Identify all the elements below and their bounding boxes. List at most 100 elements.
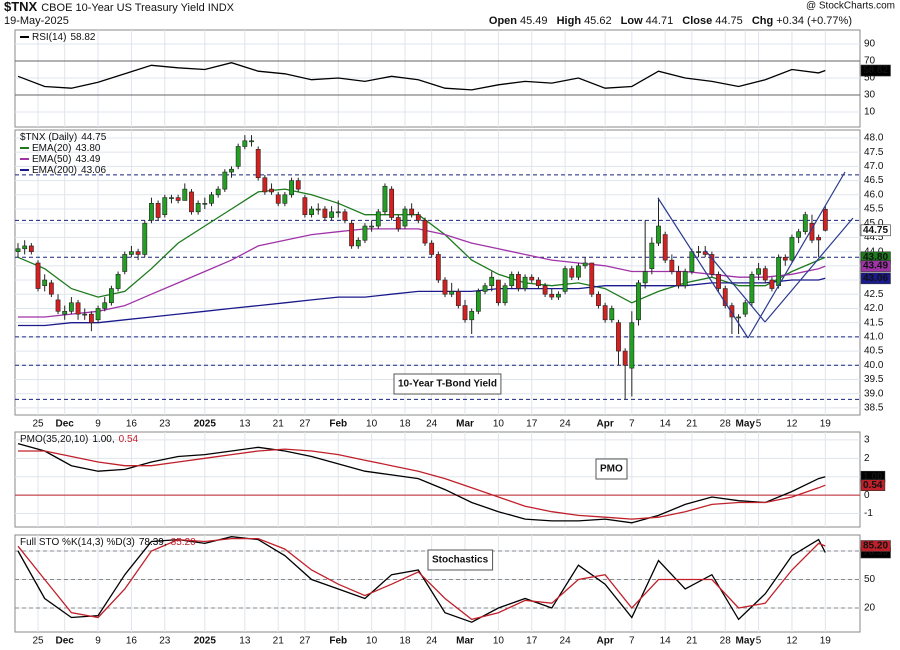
candle-body (135, 251, 141, 255)
candle-body (28, 245, 34, 252)
y-tick-label: 20 (864, 603, 876, 614)
candle-body (162, 197, 168, 215)
candle-body (235, 146, 241, 167)
y-tick-label: 50 (864, 73, 876, 84)
legend: $TNX (Daily) 44.75 (20, 132, 107, 143)
x-tick-label: 17 (526, 419, 538, 430)
candle-body (382, 185, 388, 213)
legend-value: 44.75 (81, 132, 106, 143)
candle-body (209, 194, 214, 204)
x-tick-label: 13 (239, 636, 251, 647)
series-line (17, 188, 826, 304)
last-value-label: 43.06 (863, 273, 888, 284)
y-tick-label: 50 (864, 574, 876, 585)
candle-body (495, 279, 501, 304)
series-line (18, 448, 826, 520)
quote-value: (+0.77%) (807, 15, 852, 27)
x-tick-label: 16 (126, 419, 138, 430)
candle-body (302, 197, 308, 215)
quote-value: 44.75 (715, 15, 743, 27)
y-tick-label: 40.5 (864, 346, 884, 357)
legend-title: PMO(35,20,10) (20, 434, 88, 445)
legend: PMO(35,20,10) 1.00, 0.54 (20, 434, 139, 445)
candle-body (669, 259, 675, 272)
header-quote: Open 45.49 High 45.62 Low 44.71 Close 44.75 … (489, 15, 852, 27)
quote-value: 45.49 (520, 15, 548, 27)
candle-body (449, 291, 455, 295)
candle-body (62, 310, 68, 315)
candle-body (269, 188, 274, 193)
candle-body (536, 279, 541, 287)
y-tick-label: 2 (864, 453, 870, 464)
legend-name: EMA(20) (32, 143, 71, 154)
trend-line (704, 249, 766, 323)
legend-name: EMA(50) (32, 154, 71, 165)
candle-body (789, 237, 795, 261)
series-line (17, 442, 826, 524)
legend-value: 43.06 (81, 165, 106, 176)
candle-body (409, 208, 415, 215)
candle-body (802, 214, 808, 233)
quote-label: Low (621, 15, 643, 27)
candle-body (295, 180, 301, 190)
annotation: 10-Year T-Bond Yield (398, 379, 497, 390)
candle-body (115, 274, 121, 289)
x-tick-label: 10 (493, 419, 505, 430)
y-tick-label: 30 (864, 90, 876, 101)
candle-body (42, 279, 48, 287)
candle-body (102, 302, 108, 309)
candle-body (642, 271, 648, 284)
candle-body (455, 291, 461, 306)
y-tick-label: 10 (864, 107, 876, 118)
last-value-box (860, 260, 891, 272)
x-tick-label: 28 (720, 636, 732, 647)
candle-body (169, 197, 174, 199)
legend-name: EMA(200) (32, 165, 77, 176)
panel (14, 431, 861, 528)
candle-body (729, 305, 735, 318)
legend-value: 78.39 (139, 537, 164, 548)
y-tick-label: 42.5 (864, 289, 884, 300)
candle-body (129, 251, 134, 255)
candle-body (215, 188, 221, 196)
annotation: PMO (600, 464, 623, 475)
annotation-box (393, 373, 502, 395)
x-tick-label: 2025 (194, 636, 217, 647)
y-tick-label: 0 (864, 490, 870, 501)
x-tick-label: 18 (399, 419, 411, 430)
last-value-label: 58.82 (863, 65, 888, 76)
candle-body (656, 225, 661, 244)
candle-body (282, 194, 288, 204)
candle-body (35, 262, 41, 289)
quote-label: Close (682, 15, 712, 27)
candle-body (222, 171, 228, 190)
header-title: $TNX CBOE 10-Year US Treasury Yield INDX (4, 0, 235, 14)
candle-body (529, 276, 535, 281)
candle-body (542, 285, 548, 295)
legend-title: Full STO %K(14,3) %D(3) (20, 537, 135, 548)
x-tick-label: 23 (159, 419, 171, 430)
candle-body (556, 293, 561, 298)
x-tick-label: 2025 (194, 419, 217, 430)
x-tick-label: Mar (456, 636, 474, 647)
source: @ StockCharts.com (806, 1, 895, 12)
candle-body (722, 288, 728, 306)
candle-body (469, 310, 475, 321)
candle-body (422, 220, 428, 244)
candle-body (569, 268, 575, 278)
x-tick-label: May (736, 419, 756, 430)
symbol: $TNX (4, 0, 38, 14)
quote-value: 45.62 (584, 15, 612, 27)
legend-value: 43.80 (75, 143, 100, 154)
candle-body (395, 217, 401, 230)
candle-body (435, 254, 441, 281)
candle-body (68, 302, 74, 312)
quote-label: Chg (752, 15, 773, 27)
x-tick-label: 12 (786, 419, 798, 430)
y-tick-label: 70 (864, 56, 876, 67)
candle-body (149, 203, 154, 221)
x-tick-label: 7 (629, 636, 635, 647)
x-tick-label: 25 (32, 419, 44, 430)
legend-value: 0.54 (119, 434, 139, 445)
